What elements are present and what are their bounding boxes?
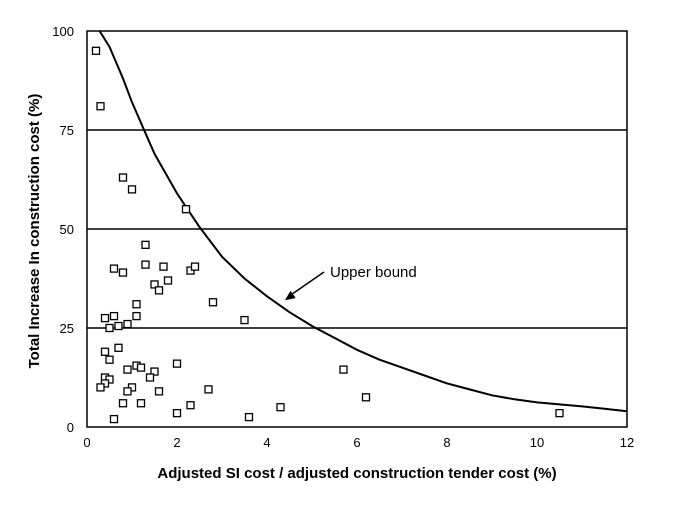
data-point (145, 373, 155, 382)
data-point (109, 264, 119, 273)
data-point (172, 359, 182, 368)
y-tick-label: 75 (60, 123, 74, 138)
x-tick-label: 10 (530, 435, 544, 450)
data-point (141, 240, 150, 249)
data-point (114, 343, 123, 352)
data-point (100, 347, 110, 356)
data-point (339, 365, 348, 374)
data-point (163, 276, 173, 285)
plot-frame (86, 30, 628, 428)
x-tick-label: 8 (443, 435, 450, 450)
data-point (190, 262, 200, 271)
data-point (181, 205, 191, 214)
data-point (208, 298, 218, 307)
data-point (276, 403, 285, 412)
data-point (555, 408, 564, 418)
data-point (136, 363, 146, 372)
grid-lines (87, 129, 627, 329)
x-axis-label: Adjusted SI cost / adjusted construction… (157, 465, 556, 482)
data-points (91, 46, 564, 424)
data-point (100, 313, 110, 323)
data-point (172, 408, 182, 418)
data-point (123, 319, 132, 329)
data-point (150, 367, 159, 376)
data-point (109, 414, 119, 424)
data-point (91, 46, 101, 55)
upper-bound-arrow (288, 271, 325, 297)
y-tick-labels: 0 25 50 75 100 (52, 24, 74, 435)
data-point (159, 262, 168, 271)
data-point (123, 365, 132, 374)
x-tick-label: 0 (83, 435, 90, 450)
data-point (186, 401, 195, 410)
data-point (132, 300, 141, 309)
data-point (118, 399, 128, 408)
data-point (123, 387, 132, 396)
data-point (105, 323, 114, 333)
x-tick-label: 12 (620, 435, 634, 450)
data-point (244, 412, 254, 422)
data-point (150, 280, 159, 289)
upper-bound-arrowhead (285, 290, 296, 301)
x-tick-label: 2 (173, 435, 180, 450)
upper-bound-curve (98, 30, 628, 413)
y-tick-label: 0 (67, 420, 74, 435)
data-point (109, 311, 119, 321)
x-tick-label: 6 (353, 435, 360, 450)
data-point (105, 355, 114, 364)
data-point (96, 102, 105, 111)
data-point (141, 260, 150, 269)
data-point (132, 311, 141, 321)
data-point (114, 321, 123, 331)
y-axis-label: Total Increase In construction cost (%) (26, 94, 43, 369)
x-tick-label: 4 (263, 435, 270, 450)
data-point (240, 315, 249, 325)
data-point (204, 385, 213, 394)
data-point (154, 387, 164, 396)
data-point (127, 185, 137, 194)
data-point (96, 383, 105, 392)
data-point (118, 268, 128, 277)
upper-bound-label: Upper bound (330, 264, 417, 281)
data-point (154, 286, 164, 295)
y-tick-label: 25 (60, 321, 74, 336)
y-tick-label: 50 (60, 222, 74, 237)
data-point (136, 399, 146, 408)
x-tick-labels: 0 2 4 6 8 10 12 (83, 435, 634, 450)
y-tick-label: 100 (52, 24, 74, 39)
data-point (361, 393, 371, 402)
data-point (118, 173, 128, 182)
